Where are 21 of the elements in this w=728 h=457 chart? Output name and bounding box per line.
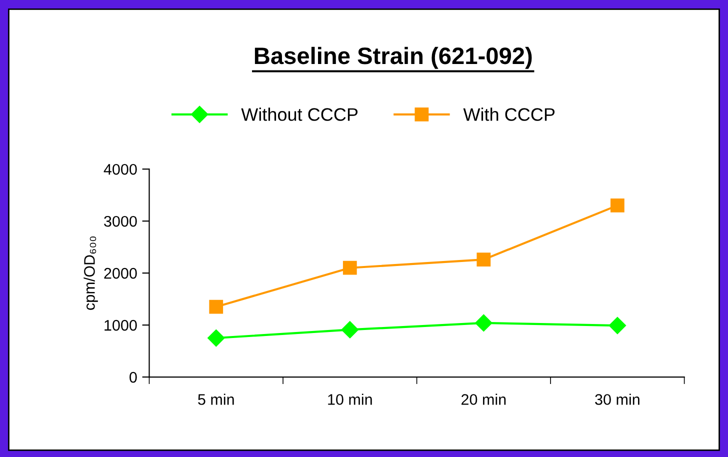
y-axis-title: cpm/OD₆₀₀ [84,236,98,310]
y-tick-label: 4000 [104,164,137,175]
point [476,252,491,266]
x-tick-label: 5 min [198,394,234,405]
chart-title: Baseline Strain (621-092) [254,46,532,69]
point [209,300,224,314]
point [475,314,492,332]
y-tick-label: 3000 [104,216,137,227]
x-tick-label: 30 min [595,394,640,405]
point [608,317,626,334]
x-tick-label: 10 min [328,394,372,405]
point [342,260,357,275]
point [208,329,225,347]
legend-label: Without CCCP [241,108,358,121]
point [610,198,624,212]
y-tick-label: 2000 [104,268,137,279]
y-tick-label: 0 [130,372,137,383]
legend-label: With CCCP [463,108,555,121]
y-tick-label: 1000 [104,320,137,331]
x-tick-label: 20 min [462,394,506,405]
point [341,321,358,338]
